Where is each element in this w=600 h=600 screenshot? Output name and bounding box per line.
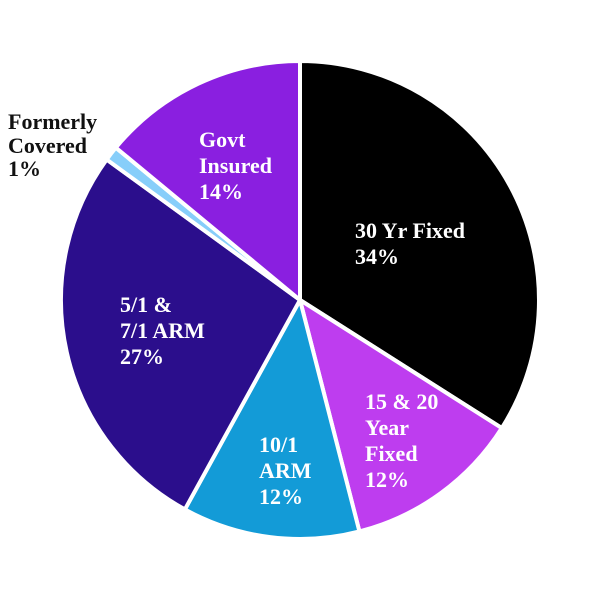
svg-text:27%: 27% (120, 344, 164, 369)
svg-text:12%: 12% (365, 467, 409, 492)
svg-text:Formerly: Formerly (8, 109, 97, 134)
svg-text:Govt: Govt (199, 127, 246, 152)
svg-text:30 Yr Fixed: 30 Yr Fixed (355, 218, 465, 243)
svg-text:15 & 20: 15 & 20 (365, 389, 438, 414)
svg-text:5/1 &: 5/1 & (120, 292, 172, 317)
svg-text:7/1 ARM: 7/1 ARM (120, 318, 205, 343)
svg-text:Insured: Insured (199, 153, 272, 178)
svg-text:ARM: ARM (259, 458, 312, 483)
svg-text:Covered: Covered (8, 133, 87, 158)
svg-text:Fixed: Fixed (365, 441, 418, 466)
svg-text:12%: 12% (259, 484, 303, 509)
svg-text:10/1: 10/1 (259, 432, 298, 457)
svg-text:Year: Year (365, 415, 409, 440)
svg-text:14%: 14% (199, 179, 243, 204)
svg-text:1%: 1% (8, 156, 41, 181)
svg-text:34%: 34% (355, 244, 399, 269)
